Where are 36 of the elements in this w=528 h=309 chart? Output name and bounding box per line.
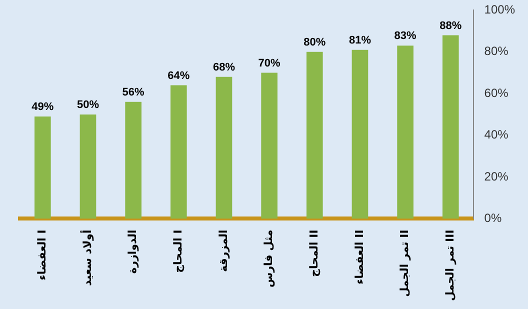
y-tick-label: 40% bbox=[484, 128, 509, 142]
x-tick-label: العفضاء II bbox=[352, 230, 366, 284]
bar bbox=[261, 72, 278, 219]
bar bbox=[125, 102, 142, 219]
y-tick-label: 0% bbox=[484, 211, 502, 226]
bar bbox=[306, 52, 323, 219]
data-label: 83% bbox=[394, 30, 417, 42]
x-tick-label: تمر الجمل III bbox=[444, 230, 457, 302]
data-label: 80% bbox=[304, 36, 326, 48]
bar bbox=[34, 116, 51, 219]
x-tick-label: المزرقة bbox=[216, 230, 230, 272]
y-tick-label: 20% bbox=[484, 169, 509, 184]
y-tick-label: 100% bbox=[484, 2, 516, 17]
x-tick-label: العفضاء I bbox=[36, 230, 49, 280]
x-tick-label: الدوازرة bbox=[126, 230, 140, 274]
x-tick-label: تمر الجمل II bbox=[398, 230, 412, 297]
bar bbox=[442, 35, 459, 219]
bar bbox=[216, 76, 232, 219]
x-tick-label: المحاج II bbox=[308, 230, 321, 277]
data-label: 50% bbox=[76, 98, 100, 111]
x-tick-label: المحاج I bbox=[172, 230, 185, 273]
data-label: 88% bbox=[440, 20, 462, 32]
data-label: 56% bbox=[122, 86, 145, 98]
y-tick-label: 60% bbox=[484, 86, 509, 100]
data-label: 49% bbox=[32, 101, 54, 114]
data-label: 70% bbox=[258, 57, 281, 70]
bar bbox=[80, 114, 96, 219]
bar bbox=[397, 46, 414, 219]
data-label: 64% bbox=[168, 70, 190, 82]
bar bbox=[170, 85, 187, 219]
y-tick-label: 80% bbox=[484, 44, 509, 58]
bar bbox=[352, 50, 368, 219]
x-tick-label: مثل فارس bbox=[262, 230, 276, 288]
data-label: 68% bbox=[212, 61, 236, 74]
data-label: 81% bbox=[348, 34, 372, 46]
x-tick-label: أولاد سعيد bbox=[80, 230, 94, 286]
